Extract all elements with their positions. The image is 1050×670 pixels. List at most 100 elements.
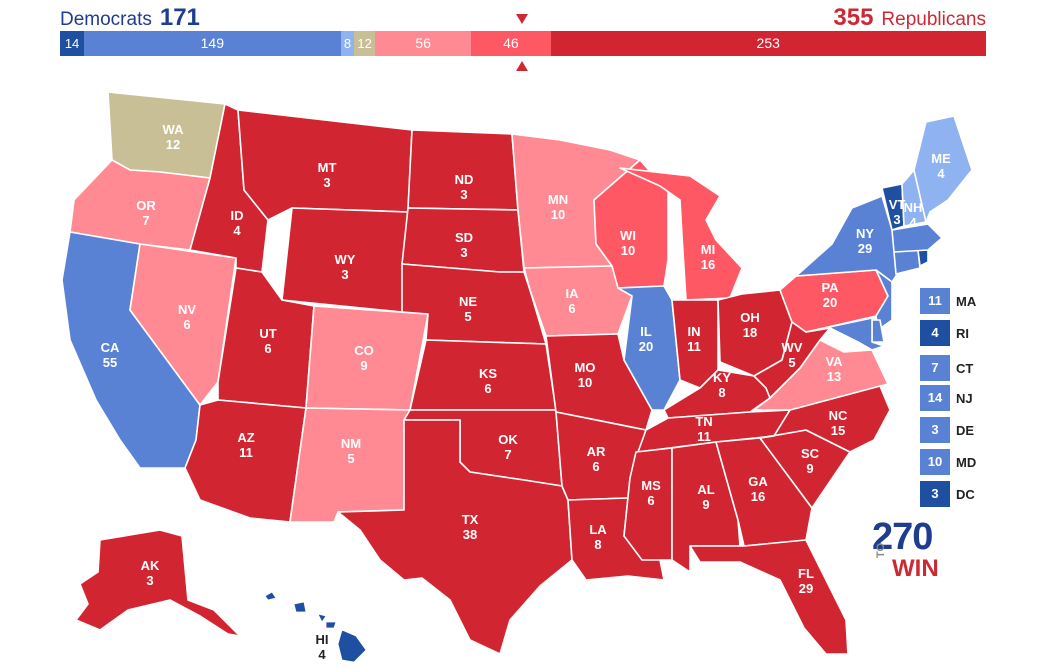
state-label-ks: KS [479, 366, 497, 381]
state-label-sc: SC [801, 446, 820, 461]
state-ct[interactable] [893, 249, 921, 275]
ne-state-de[interactable]: 3 DE [920, 417, 974, 443]
270towin-logo: 270 TO WIN [872, 516, 944, 584]
state-ev-sc: 9 [806, 461, 813, 476]
state-ev-or: 7 [142, 213, 149, 228]
state-label-ca: CA [101, 340, 120, 355]
state-ev-pa: 20 [823, 295, 837, 310]
ne-state-code: MD [956, 454, 977, 470]
ne-ev-box: 3 [920, 481, 950, 507]
bar-segment-lean_d: 8 [340, 31, 355, 56]
ne-state-md[interactable]: 10 MD [920, 449, 976, 475]
state-ak[interactable] [75, 529, 241, 637]
state-ev-ut: 6 [264, 341, 271, 356]
logo-number: 270 [872, 516, 933, 558]
state-label-or: OR [136, 198, 156, 213]
state-mi[interactable] [619, 167, 743, 301]
state-ev-mt: 3 [323, 175, 330, 190]
state-ri[interactable] [917, 249, 929, 267]
bar-segment-safe_r: 253 [550, 31, 986, 56]
bar-segment-likely_r: 46 [471, 31, 551, 56]
state-tx[interactable] [337, 419, 573, 655]
state-ev-sd: 3 [460, 245, 467, 260]
state-md[interactable] [805, 317, 885, 351]
state-label-al: AL [697, 482, 714, 497]
state-label-fl: FL [798, 566, 814, 581]
state-label-in: IN [688, 324, 701, 339]
ne-ev-box: 4 [920, 320, 950, 346]
ne-ev-box: 11 [920, 288, 950, 314]
state-label-oh: OH [740, 310, 760, 325]
state-fl[interactable] [689, 539, 849, 655]
state-ev-in: 11 [687, 339, 701, 354]
state-label-id: ID [231, 208, 244, 223]
state-ev-ky: 8 [718, 385, 725, 400]
state-ev-va: 13 [827, 369, 841, 384]
state-label-wy: WY [335, 252, 356, 267]
democrats-header: Democrats 171 [60, 4, 200, 32]
state-ev-ak: 3 [146, 573, 153, 588]
state-label-sd: SD [455, 230, 473, 245]
state-ev-la: 8 [594, 537, 601, 552]
republicans-total: 355 [833, 4, 874, 31]
state-label-nv: NV [178, 302, 196, 317]
state-label-ms: MS [641, 478, 661, 493]
state-ev-ks: 6 [484, 381, 491, 396]
state-label-az: AZ [237, 430, 254, 445]
state-label-la: LA [589, 522, 607, 537]
state-label-hi: HI [316, 632, 329, 647]
state-ev-vt: 3 [893, 212, 900, 227]
state-label-nc: NC [829, 408, 848, 423]
logo-win: WIN [892, 555, 939, 582]
state-az[interactable] [184, 399, 307, 523]
democrats-label: Democrats [60, 9, 152, 30]
ne-state-code: DC [956, 486, 975, 502]
state-label-pa: PA [821, 280, 839, 295]
ne-state-code: CT [956, 360, 974, 376]
state-ev-ms: 6 [647, 493, 654, 508]
ne-state-dc[interactable]: 3 DC [920, 481, 975, 507]
state-ev-ok: 7 [504, 447, 511, 462]
ne-state-ri[interactable]: 4 RI [920, 320, 969, 346]
state-ev-co: 9 [360, 358, 367, 373]
state-ev-ga: 16 [751, 489, 765, 504]
state-ev-me: 4 [937, 166, 945, 181]
state-ev-ca: 55 [103, 355, 117, 370]
ne-state-code: NJ [956, 390, 973, 406]
state-label-ut: UT [259, 326, 276, 341]
state-ev-mn: 10 [551, 207, 565, 222]
majority-marker-bottom-icon [516, 61, 528, 71]
state-label-nm: NM [341, 436, 361, 451]
bar-segment-tossup: 12 [354, 31, 375, 56]
state-ev-ny: 29 [858, 241, 872, 256]
state-ma[interactable] [891, 223, 943, 253]
ne-state-code: DE [956, 422, 975, 438]
state-ev-nd: 3 [460, 187, 467, 202]
state-ev-tn: 11 [697, 429, 711, 444]
republicans-header: 355 Republicans [833, 4, 986, 32]
state-label-ky: KY [713, 370, 731, 385]
state-me[interactable] [913, 115, 973, 223]
ne-state-nj[interactable]: 14 NJ [920, 385, 973, 411]
state-ev-nm: 5 [347, 451, 354, 466]
state-hi[interactable] [264, 591, 367, 663]
state-label-mn: MN [548, 192, 568, 207]
ne-state-ma[interactable]: 11 MA [920, 288, 976, 314]
state-ev-az: 11 [239, 445, 253, 460]
state-label-co: CO [354, 343, 374, 358]
state-label-wv: WV [782, 340, 803, 355]
majority-marker-top-icon [516, 14, 528, 24]
state-ev-oh: 18 [743, 325, 757, 340]
state-ev-nh: 4 [909, 215, 917, 230]
state-ny[interactable] [795, 195, 901, 283]
state-ev-mi: 16 [701, 257, 715, 272]
state-ev-ia: 6 [568, 301, 575, 316]
electoral-vote-bar: 14 149 8 12 56 46 253 [60, 31, 986, 56]
state-label-mi: MI [701, 242, 715, 257]
ne-state-code: RI [956, 325, 969, 341]
democrats-total: 171 [159, 4, 200, 31]
state-label-ak: AK [141, 558, 160, 573]
ne-state-ct[interactable]: 7 CT [920, 355, 973, 381]
state-label-wi: WI [620, 228, 636, 243]
